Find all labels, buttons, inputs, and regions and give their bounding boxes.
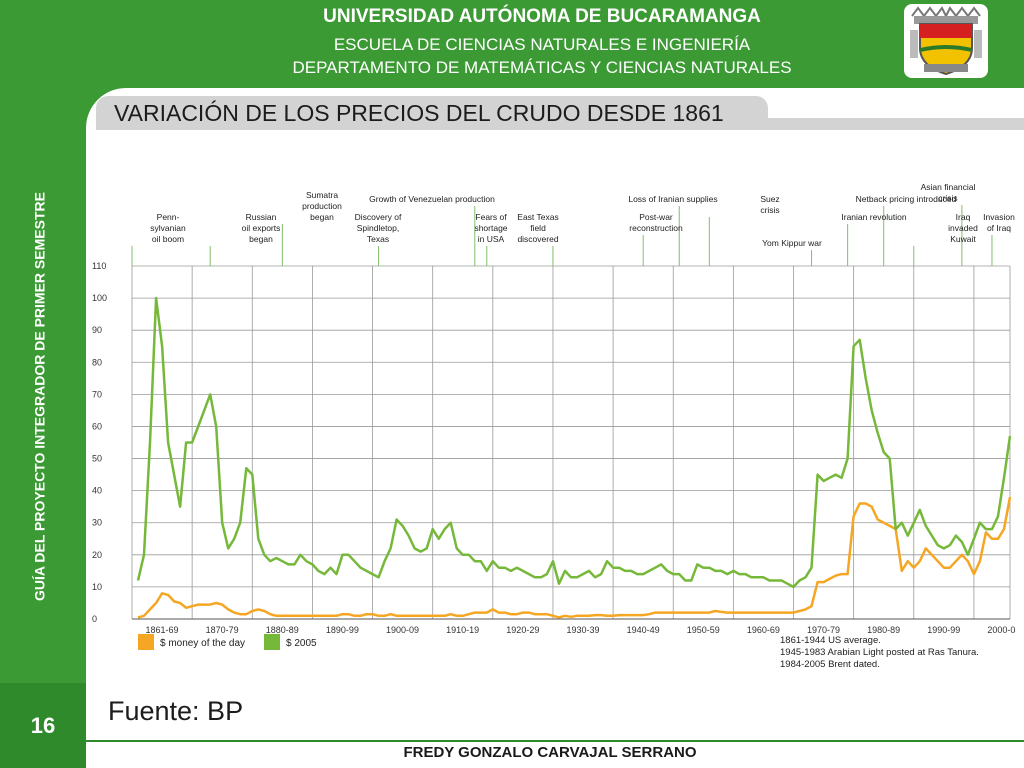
x-tick-label: 1910-19 xyxy=(446,625,479,635)
event-label: Growth of Venezuelan production xyxy=(369,194,495,204)
x-tick-label: 1970-79 xyxy=(807,625,840,635)
event-label: Kuwait xyxy=(950,234,976,244)
x-tick-label: 1980-89 xyxy=(867,625,900,635)
department-name: DEPARTAMENTO DE MATEMÁTICAS Y CIENCIAS N… xyxy=(292,58,792,77)
y-tick-label: 30 xyxy=(92,518,102,528)
event-label: production xyxy=(302,201,342,211)
legend-swatch xyxy=(138,634,154,650)
legend-swatch xyxy=(264,634,280,650)
event-label: invaded xyxy=(948,223,978,233)
page-number-box xyxy=(0,683,86,768)
event-label: Yom Kippur war xyxy=(762,238,822,248)
sidebar-vertical-label: GUÍA DEL PROYECTO INTEGRADOR DE PRIMER S… xyxy=(31,192,48,601)
university-name: UNIVERSIDAD AUTÓNOMA DE BUCARAMANGA xyxy=(323,6,761,27)
y-tick-label: 10 xyxy=(92,582,102,592)
x-tick-label: 1920-29 xyxy=(506,625,539,635)
event-label: Russian xyxy=(246,212,277,222)
event-label: shortage xyxy=(474,223,507,233)
event-label: sylvanian xyxy=(150,223,186,233)
legend-label: $ money of the day xyxy=(160,638,245,649)
event-label: began xyxy=(249,234,273,244)
x-tick-label: 1950-59 xyxy=(687,625,720,635)
x-tick-label: 1900-09 xyxy=(386,625,419,635)
event-label: Suez xyxy=(760,194,779,204)
y-tick-label: 110 xyxy=(92,261,106,271)
series-line xyxy=(136,296,1012,589)
event-label: Iraq xyxy=(956,212,971,222)
y-tick-label: 100 xyxy=(92,293,107,303)
event-label: Invasion xyxy=(983,212,1015,222)
slide-title: VARIACIÓN DE LOS PRECIOS DEL CRUDO DESDE… xyxy=(114,100,724,126)
event-label: Spindletop, xyxy=(357,223,400,233)
event-label: Texas xyxy=(367,234,389,244)
x-tick-label: 1990-99 xyxy=(927,625,960,635)
event-label: discovered xyxy=(517,234,558,244)
title-strip xyxy=(768,118,1024,130)
event-label: Asian financial xyxy=(921,182,976,192)
event-label: oil boom xyxy=(152,234,184,244)
y-tick-label: 0 xyxy=(92,614,97,624)
x-tick-label: 1890-99 xyxy=(326,625,359,635)
legend-label: $ 2005 xyxy=(286,638,317,649)
y-tick-label: 60 xyxy=(92,421,102,431)
x-tick-label: 1880-89 xyxy=(266,625,299,635)
event-label: reconstruction xyxy=(629,223,683,233)
event-label: Fears of xyxy=(475,212,507,222)
x-tick-label: 1940-49 xyxy=(627,625,660,635)
x-tick-label: 1960-69 xyxy=(747,625,780,635)
title-bar xyxy=(96,96,768,130)
event-label: oil exports xyxy=(242,223,281,233)
x-tick-label: 1930-39 xyxy=(566,625,599,635)
page-number: 16 xyxy=(30,713,56,738)
y-tick-label: 40 xyxy=(92,486,102,496)
event-label: Loss of Iranian supplies xyxy=(628,194,717,204)
university-shield-logo xyxy=(904,4,988,78)
x-tick-label: 1870-79 xyxy=(206,625,239,635)
left-sidebar xyxy=(0,88,86,683)
x-tick-label: 1861-69 xyxy=(145,625,178,635)
event-label: in USA xyxy=(478,234,505,244)
y-tick-label: 90 xyxy=(92,325,102,335)
event-label: Sumatra xyxy=(306,190,338,200)
event-label: East Texas xyxy=(517,212,558,222)
event-label: Iranian revolution xyxy=(841,212,906,222)
event-label: Netback pricing introduced xyxy=(856,194,957,204)
chart-note: 1945-1983 Arabian Light posted at Ras Ta… xyxy=(780,647,979,658)
y-tick-label: 80 xyxy=(92,357,102,367)
oil-price-chart: 0 10 20 30 40 50 60 70 80 90 100 110 1861-69 1870-79 1… xyxy=(92,182,1016,670)
y-tick-label: 50 xyxy=(92,454,102,464)
event-label: crisis xyxy=(938,193,957,203)
series-line xyxy=(137,496,1012,619)
event-label: began xyxy=(310,212,334,222)
event-label: field xyxy=(530,223,546,233)
chart-note: 1861-1944 US average. xyxy=(780,635,881,646)
chart-note: 1984-2005 Brent dated. xyxy=(780,659,880,670)
event-label: crisis xyxy=(760,205,779,215)
source-caption: Fuente: BP xyxy=(108,696,244,726)
y-tick-label: 70 xyxy=(92,389,102,399)
school-name: ESCUELA DE CIENCIAS NATURALES E INGENIER… xyxy=(333,35,751,54)
y-tick-label: 20 xyxy=(92,550,102,560)
footer-rule xyxy=(86,740,1024,742)
event-label: Post-war xyxy=(639,212,673,222)
event-label: Penn- xyxy=(157,212,180,222)
x-tick-label: 2000-05 xyxy=(987,625,1016,635)
slide-header: UNIVERSIDAD AUTÓNOMA DE BUCARAMANGA ESCU… xyxy=(0,0,1024,88)
event-label: of Iraq xyxy=(987,223,1011,233)
footer-author: FREDY GONZALO CARVAJAL SERRANO xyxy=(403,744,697,761)
event-label: Discovery of xyxy=(355,212,402,222)
